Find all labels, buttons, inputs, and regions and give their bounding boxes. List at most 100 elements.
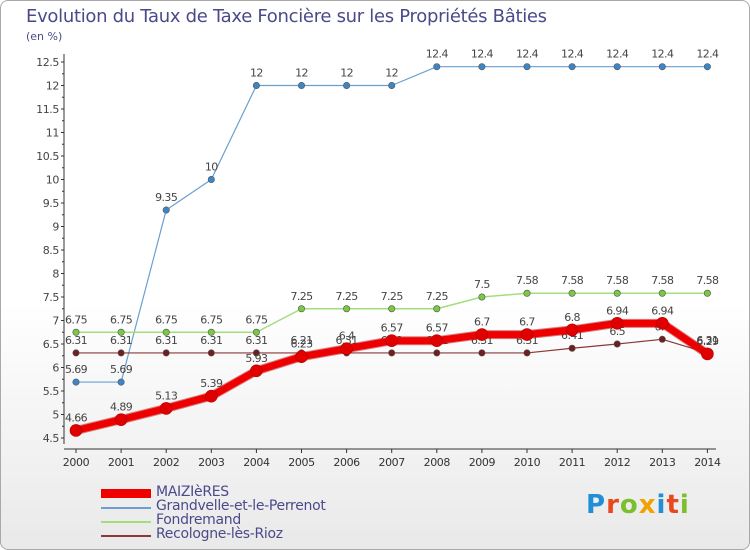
data-label-grandvelle-et-le-perrenot: 9.35 [155, 191, 178, 204]
data-point-grandvelle-et-le-perrenot [613, 63, 621, 71]
logo-letter: r [606, 490, 620, 520]
y-tick-label: 10.5 [36, 150, 59, 163]
x-tick-label: 2012 [604, 456, 630, 469]
data-label-recologne-les-rioz: 6.31 [65, 334, 87, 347]
y-tick-label: 11.5 [36, 103, 59, 116]
data-point-fondremand [613, 289, 621, 297]
data-label-fondremand: 7.25 [290, 290, 313, 303]
logo-letter: t [666, 490, 680, 520]
data-label-grandvelle-et-le-perrenot: 12.4 [426, 48, 449, 61]
data-label-maizieres: 6.29 [696, 335, 719, 348]
data-point-maizieres [475, 328, 489, 341]
data-label-grandvelle-et-le-perrenot: 12.4 [561, 48, 584, 61]
data-point-fondremand [703, 289, 711, 297]
data-label-fondremand: 6.75 [110, 313, 133, 326]
logo-letter: P [586, 490, 607, 520]
data-point-fondremand [343, 305, 351, 313]
data-point-recologne-les-rioz [252, 349, 260, 357]
data-label-grandvelle-et-le-perrenot: 10 [205, 161, 218, 174]
y-axis-unit-label: (en %) [26, 30, 63, 43]
data-point-maizieres [520, 328, 534, 341]
y-tick-label: 6 [52, 362, 59, 375]
data-label-grandvelle-et-le-perrenot: 12 [340, 67, 353, 80]
data-point-recologne-les-rioz [162, 349, 170, 357]
y-tick-label: 6.5 [43, 338, 60, 351]
y-tick-label: 9.5 [43, 197, 60, 210]
x-tick-label: 2001 [108, 456, 134, 469]
data-point-grandvelle-et-le-perrenot [388, 82, 396, 90]
legend-swatch [101, 489, 151, 498]
data-label-fondremand: 7.25 [336, 290, 359, 303]
data-label-maizieres: 6.57 [426, 322, 449, 335]
x-tick-label: 2011 [559, 456, 585, 469]
data-label-fondremand: 7.58 [561, 274, 584, 287]
data-label-maizieres: 4.66 [65, 411, 88, 424]
data-point-maizieres [250, 364, 263, 378]
x-tick-label: 2003 [198, 456, 225, 469]
data-label-recologne-les-rioz: 6.31 [110, 334, 132, 347]
data-point-maizieres [430, 334, 444, 348]
data-point-recologne-les-rioz [658, 335, 666, 343]
data-label-maizieres: 6.23 [290, 338, 313, 351]
x-tick-label: 2005 [288, 456, 315, 469]
data-point-fondremand [433, 305, 441, 313]
x-tick-label: 2009 [469, 456, 496, 469]
data-point-grandvelle-et-le-perrenot [117, 378, 125, 386]
data-point-grandvelle-et-le-perrenot [568, 63, 576, 71]
data-label-grandvelle-et-le-perrenot: 12 [295, 67, 308, 80]
data-point-grandvelle-et-le-perrenot [72, 378, 80, 386]
logo-letter: x [638, 490, 657, 520]
data-point-recologne-les-rioz [568, 344, 576, 352]
data-label-maizieres: 5.93 [245, 352, 268, 365]
x-tick-label: 2007 [378, 456, 405, 469]
data-label-maizieres: 6.7 [474, 316, 490, 329]
legend-label: Grandvelle-et-le-Perrenot [156, 498, 326, 514]
y-tick-label: 12 [46, 80, 59, 93]
x-tick-label: 2000 [63, 456, 90, 469]
data-point-maizieres [701, 347, 714, 361]
data-label-recologne-les-rioz: 6.31 [245, 334, 267, 347]
y-tick-label: 5.5 [43, 385, 60, 398]
data-label-fondremand: 6.75 [65, 313, 88, 326]
logo-letter: o [619, 490, 639, 520]
data-label-grandvelle-et-le-perrenot: 12 [250, 67, 263, 80]
data-label-grandvelle-et-le-perrenot: 12.4 [471, 48, 494, 61]
data-label-recologne-les-rioz: 6.31 [155, 334, 177, 347]
data-point-recologne-les-rioz [388, 349, 396, 357]
data-point-maizieres [655, 317, 669, 330]
y-tick-label: 4.5 [43, 432, 60, 445]
data-point-grandvelle-et-le-perrenot [658, 63, 666, 71]
data-label-fondremand: 6.75 [155, 313, 178, 326]
data-point-fondremand [478, 293, 486, 301]
data-point-maizieres [565, 323, 579, 337]
legend-swatch [101, 521, 151, 523]
x-tick-label: 2004 [243, 456, 270, 469]
data-label-maizieres: 5.39 [200, 377, 223, 390]
data-label-grandvelle-et-le-perrenot: 5.69 [110, 363, 133, 376]
data-point-maizieres [159, 402, 173, 415]
data-label-maizieres: 6.94 [606, 304, 629, 317]
x-tick-label: 2010 [514, 456, 541, 469]
data-point-fondremand [252, 328, 260, 336]
data-label-grandvelle-et-le-perrenot: 12.4 [606, 48, 629, 61]
data-label-fondremand: 7.25 [381, 290, 404, 303]
data-label-maizieres: 6.7 [519, 316, 535, 329]
data-label-maizieres: 6.57 [381, 322, 404, 335]
data-label-fondremand: 7.58 [606, 274, 629, 287]
data-point-fondremand [388, 305, 396, 313]
data-point-grandvelle-et-le-perrenot [478, 63, 486, 71]
data-label-grandvelle-et-le-perrenot: 5.69 [65, 363, 88, 376]
data-point-grandvelle-et-le-perrenot [162, 206, 170, 214]
x-tick-label: 2013 [649, 456, 676, 469]
legend-swatch [101, 535, 151, 537]
legend-swatch [101, 507, 151, 509]
data-point-fondremand [117, 328, 125, 336]
data-point-maizieres [205, 389, 218, 403]
data-label-grandvelle-et-le-perrenot: 12.4 [651, 48, 674, 61]
data-label-maizieres: 4.89 [110, 401, 133, 414]
y-tick-label: 8.5 [43, 244, 60, 257]
data-point-recologne-les-rioz [117, 349, 125, 357]
data-label-fondremand: 7.25 [426, 290, 449, 303]
data-point-grandvelle-et-le-perrenot [433, 63, 441, 71]
